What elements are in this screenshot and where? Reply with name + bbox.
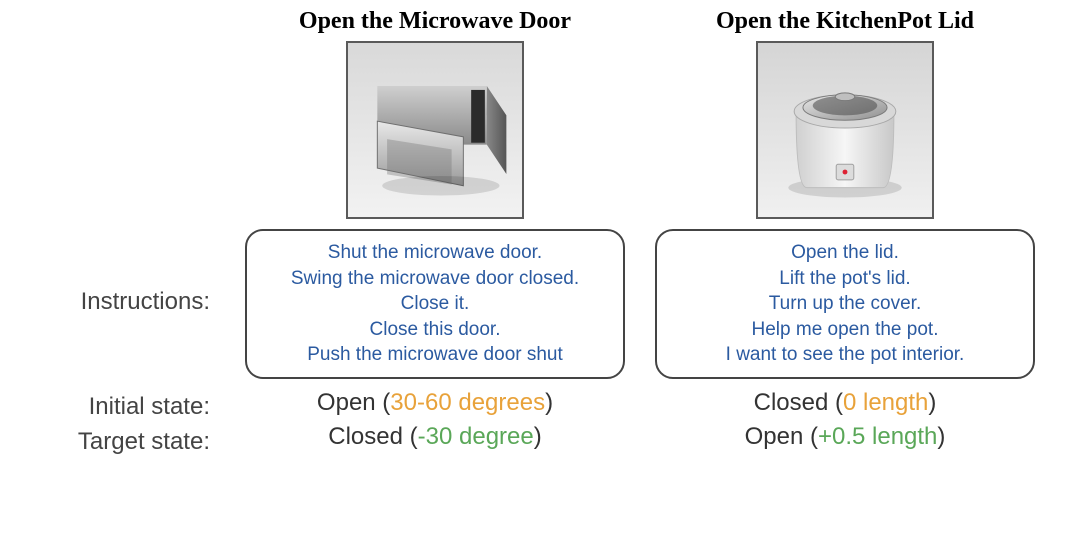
task-image-microwave [346, 41, 524, 219]
task-column-microwave: Open the Microwave Door [240, 8, 630, 456]
pot-icon [758, 43, 932, 217]
state-suffix: ) [937, 423, 945, 450]
instruction-line: Turn up the cover. [769, 291, 921, 317]
state-suffix: ) [545, 389, 553, 416]
state-value: -30 degree [418, 423, 534, 450]
label-initial-state: Initial state: [89, 393, 210, 422]
state-value: 30-60 degrees [390, 389, 545, 416]
instruction-box: Open the lid. Lift the pot's lid. Turn u… [655, 229, 1035, 379]
task-image-pot [756, 41, 934, 219]
target-state: Closed (-30 degree) [328, 423, 541, 451]
microwave-icon [348, 43, 522, 217]
figure-grid: Instructions: Initial state: Target stat… [0, 0, 1080, 464]
state-suffix: ) [534, 423, 542, 450]
instruction-line: Help me open the pot. [752, 317, 939, 343]
state-value: 0 length [843, 389, 928, 416]
target-state: Open (+0.5 length) [745, 423, 946, 451]
instruction-line: Close this door. [370, 317, 501, 343]
instruction-line: Open the lid. [791, 240, 899, 266]
instruction-box: Shut the microwave door. Swing the micro… [245, 229, 625, 379]
state-prefix: Closed ( [328, 423, 417, 450]
task-title: Open the KitchenPot Lid [716, 8, 974, 35]
state-prefix: Open ( [745, 423, 818, 450]
label-instructions: Instructions: [81, 288, 210, 317]
task-title: Open the Microwave Door [299, 8, 571, 35]
label-column: Instructions: Initial state: Target stat… [20, 8, 220, 456]
instruction-line: Shut the microwave door. [328, 240, 542, 266]
state-prefix: Closed ( [754, 389, 843, 416]
instruction-line: I want to see the pot interior. [726, 342, 965, 368]
initial-state: Open (30-60 degrees) [317, 389, 553, 417]
instruction-line: Lift the pot's lid. [779, 266, 910, 292]
instruction-line: Swing the microwave door closed. [291, 266, 579, 292]
task-column-kitchenpot: Open the KitchenPot Lid [650, 8, 1040, 456]
state-prefix: Open ( [317, 389, 390, 416]
instruction-line: Push the microwave door shut [307, 342, 563, 368]
initial-state: Closed (0 length) [754, 389, 937, 417]
instruction-line: Close it. [401, 291, 470, 317]
state-suffix: ) [928, 389, 936, 416]
label-target-state: Target state: [78, 428, 210, 457]
state-value: +0.5 length [818, 423, 937, 450]
